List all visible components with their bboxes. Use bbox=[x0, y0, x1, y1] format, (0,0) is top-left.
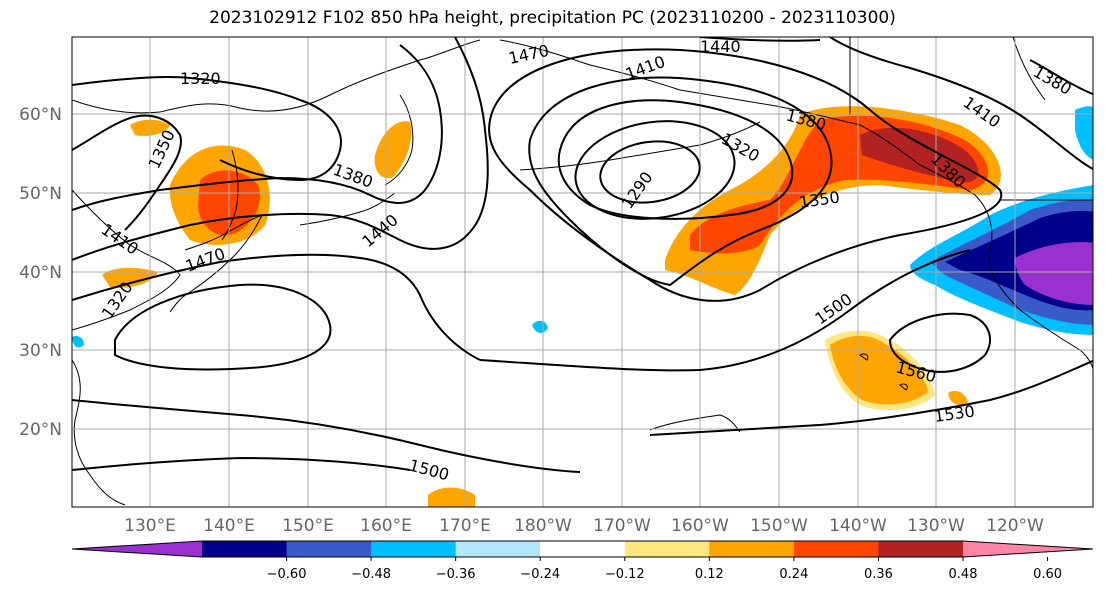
colorbar-outline bbox=[71, 540, 1094, 558]
height-contours bbox=[72, 37, 1093, 473]
lon-label: 140°E bbox=[203, 516, 255, 536]
lon-label: 140°W bbox=[829, 516, 887, 536]
colorbar: −0.60 −0.48 −0.36 −0.24 −0.12 0.12 0.24 0.36 0.4… bbox=[71, 540, 1094, 582]
lat-label: 50°N bbox=[19, 184, 62, 204]
colorbar-segment bbox=[286, 541, 372, 557]
colorbar-tick-label: 0.12 bbox=[695, 567, 724, 582]
latitude-labels: 60°N 50°N 40°N 30°N 20°N bbox=[19, 105, 62, 440]
colorbar-tick-label: 0.36 bbox=[864, 567, 893, 582]
lon-label: 160°W bbox=[671, 516, 729, 536]
grid-lines bbox=[72, 37, 1093, 507]
lon-label: 180°W bbox=[514, 516, 572, 536]
lat-label: 30°N bbox=[19, 341, 62, 361]
lon-label: 150°E bbox=[282, 516, 334, 536]
colorbar-tick-label: −0.12 bbox=[605, 567, 645, 582]
map-title: 2023102912 F102 850 hPa height, precipit… bbox=[209, 8, 896, 28]
map-frame bbox=[71, 36, 1094, 508]
colorbar-segment bbox=[371, 541, 457, 557]
precip-anomaly-shading bbox=[72, 106, 1093, 507]
lon-label: 170°W bbox=[593, 516, 651, 536]
lon-label: 170°E bbox=[439, 516, 491, 536]
lon-label: 130°W bbox=[907, 516, 965, 536]
lon-label: 150°W bbox=[750, 516, 808, 536]
colorbar-tick-label: 0.24 bbox=[779, 567, 808, 582]
lon-label: 120°W bbox=[986, 516, 1044, 536]
colorbar-segment bbox=[72, 541, 202, 557]
lat-label: 60°N bbox=[19, 105, 62, 125]
lat-label: 40°N bbox=[19, 263, 62, 283]
colorbar-tick-label: −0.24 bbox=[520, 567, 560, 582]
colorbar-segment bbox=[878, 541, 964, 557]
lon-label: 130°E bbox=[124, 516, 176, 536]
colorbar-segment bbox=[540, 541, 626, 557]
colorbar-tick-label: −0.60 bbox=[267, 567, 307, 582]
longitude-labels: 130°E 140°E 150°E 160°E 170°E 180°W 170°… bbox=[124, 516, 1044, 536]
colorbar-segment bbox=[455, 541, 541, 557]
colorbar-segment bbox=[709, 541, 795, 557]
colorbar-segment bbox=[963, 541, 1093, 557]
colorbar-tick-label: 0.48 bbox=[949, 567, 978, 582]
lat-label: 20°N bbox=[19, 420, 62, 440]
contour-label: 1320 bbox=[180, 69, 221, 88]
colorbar-tick-label: 0.60 bbox=[1033, 567, 1062, 582]
colorbar-tick-label: −0.48 bbox=[351, 567, 391, 582]
lon-label: 160°E bbox=[360, 516, 412, 536]
colorbar-segment bbox=[624, 541, 710, 557]
colorbar-segment bbox=[793, 541, 879, 557]
colorbar-tick-label: −0.36 bbox=[436, 567, 476, 582]
colorbar-segment bbox=[202, 541, 288, 557]
contour-label: 1440 bbox=[700, 37, 741, 56]
